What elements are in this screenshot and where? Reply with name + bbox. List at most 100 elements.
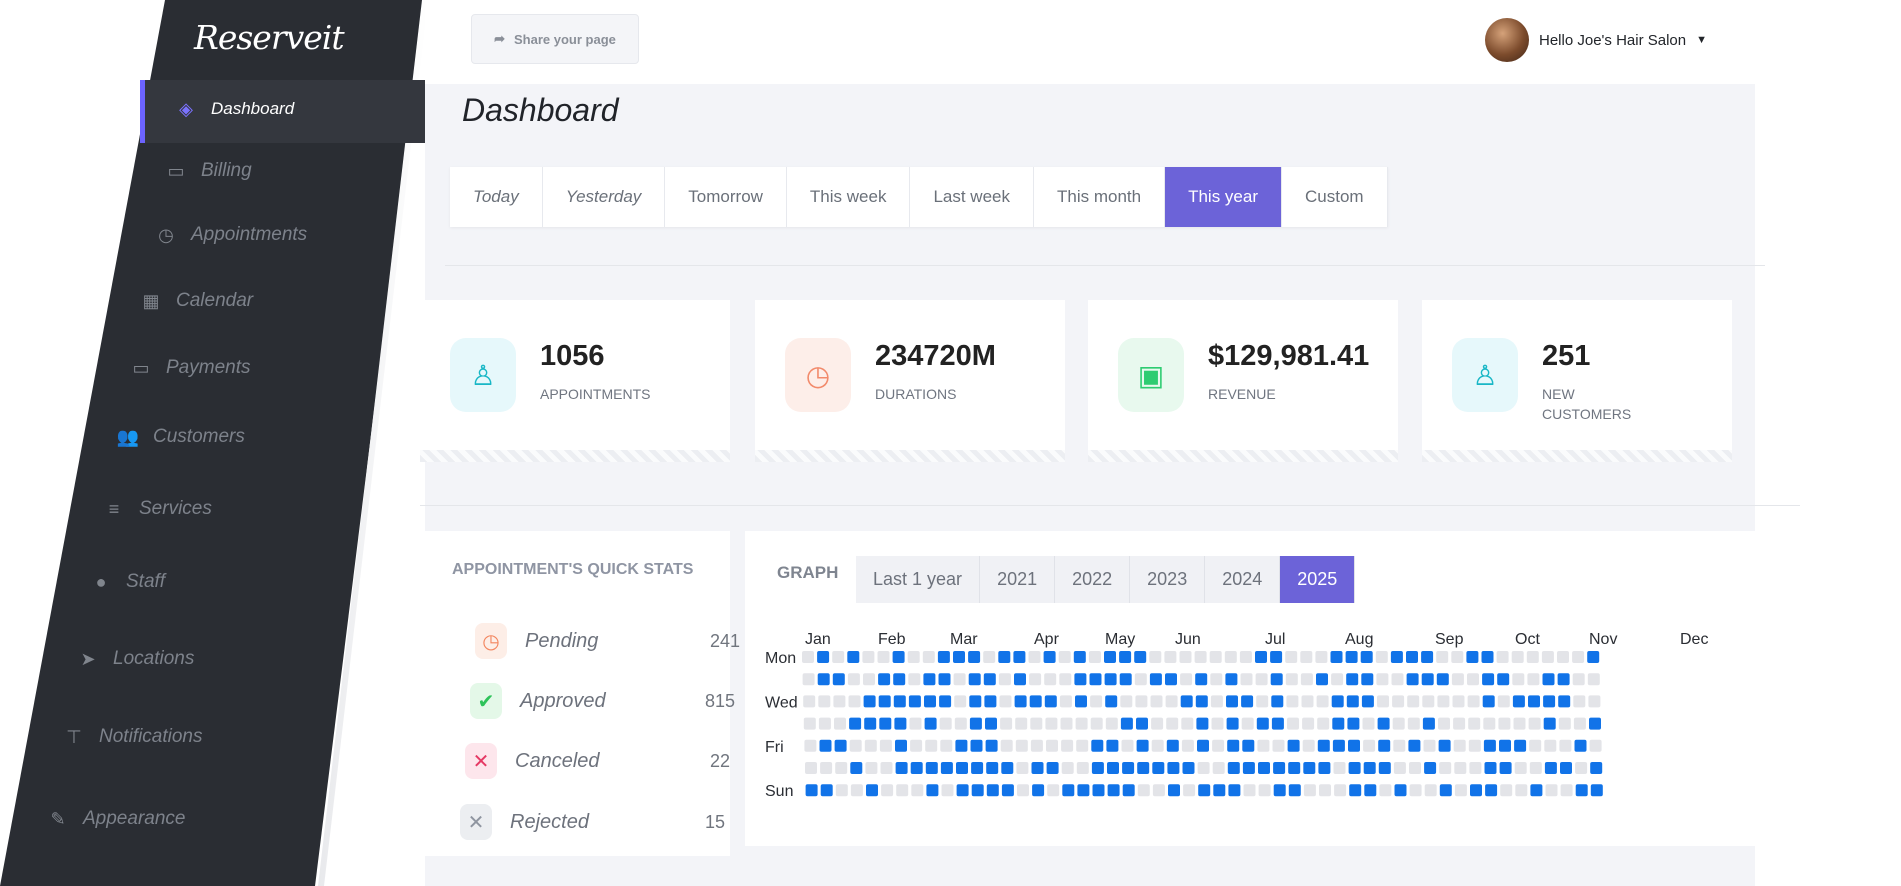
heatmap-cell bbox=[1212, 739, 1225, 752]
avatar[interactable] bbox=[1485, 18, 1529, 62]
clock-icon: ◷ bbox=[475, 623, 507, 659]
heatmap-cell bbox=[1256, 717, 1269, 730]
tab-yesterday[interactable]: Yesterday bbox=[543, 167, 666, 227]
heatmap-cell bbox=[1331, 673, 1344, 686]
heatmap-cell bbox=[1498, 717, 1511, 730]
tab-last-week[interactable]: Last week bbox=[910, 167, 1034, 227]
year-tab-2022[interactable]: 2022 bbox=[1055, 556, 1131, 603]
month-label: Aug bbox=[1345, 631, 1373, 648]
heatmap-cell bbox=[1409, 784, 1422, 797]
year-tab-2024[interactable]: 2024 bbox=[1205, 556, 1281, 603]
user-menu[interactable]: Hello Joe's Hair Salon ▼ bbox=[1485, 18, 1707, 62]
heatmap-cell bbox=[1211, 717, 1224, 730]
year-tab-last-1-year[interactable]: Last 1 year bbox=[856, 556, 981, 603]
heatmap-cell bbox=[1349, 784, 1362, 797]
sidebar-item-staff[interactable]: ● Staff bbox=[90, 571, 166, 593]
heatmap-cell bbox=[1194, 651, 1207, 663]
heatmap-cell bbox=[1137, 762, 1150, 774]
heatmap-cell bbox=[818, 695, 831, 708]
heatmap-cell bbox=[983, 651, 996, 663]
heatmap-cell bbox=[1451, 673, 1464, 686]
heatmap-cell bbox=[1453, 717, 1466, 730]
heatmap-cell bbox=[1032, 784, 1045, 797]
heatmap-cell bbox=[864, 739, 877, 752]
heatmap-cell bbox=[1438, 739, 1451, 752]
sidebar-item-appearance[interactable]: ✎ Appearance bbox=[47, 808, 185, 830]
stat-label: APPOINTMENTS bbox=[540, 386, 651, 402]
heatmap-cell bbox=[1574, 739, 1587, 752]
heatmap-cell bbox=[1195, 673, 1208, 686]
sidebar-item-payments[interactable]: ▭ Payments bbox=[130, 357, 250, 379]
heatmap-cell bbox=[1089, 673, 1102, 686]
tab-tomorrow[interactable]: Tomorrow bbox=[665, 167, 787, 227]
heatmap-cell bbox=[1075, 695, 1087, 708]
tab-custom[interactable]: Custom bbox=[1282, 167, 1388, 227]
heatmap-cell bbox=[1499, 762, 1512, 774]
quick-stats-card: APPOINTMENT'S QUICK STATS ◷ Pending 241 ✔ Ap… bbox=[380, 531, 740, 856]
tab-today[interactable]: Today bbox=[450, 167, 543, 227]
heatmap-cell bbox=[1422, 695, 1435, 708]
heatmap-cell bbox=[803, 717, 816, 730]
year-tab-2025[interactable]: 2025 bbox=[1280, 556, 1356, 603]
sidebar-item-locations[interactable]: ➤ Locations bbox=[77, 648, 194, 670]
heatmap-cell bbox=[1407, 695, 1420, 708]
heatmap-cell bbox=[847, 651, 860, 663]
heatmap-cell bbox=[832, 651, 845, 663]
sidebar-item-billing[interactable]: ▭ Billing bbox=[165, 160, 251, 182]
heatmap-cell bbox=[983, 673, 996, 686]
quick-stat-pending: ◷ Pending 241 bbox=[475, 623, 740, 659]
heatmap-cell bbox=[1029, 695, 1042, 708]
sidebar-item-services[interactable]: ≡ Services bbox=[103, 498, 212, 520]
heatmap-cell bbox=[1439, 784, 1452, 797]
clock-icon: ◷ bbox=[158, 224, 174, 245]
heatmap-cell bbox=[969, 717, 982, 730]
share-page-button[interactable]: ➦ Share your page bbox=[471, 14, 639, 64]
heatmap-cell bbox=[940, 762, 953, 774]
main-area: ➦ Share your page Hello Joe's Hair Salon… bbox=[380, 0, 1901, 886]
day-label: Wed bbox=[765, 694, 798, 711]
quick-stat-canceled: ✕ Canceled 22 bbox=[465, 743, 730, 779]
heatmap-cell bbox=[1406, 673, 1419, 686]
app-logo[interactable]: Reserveit bbox=[194, 18, 345, 57]
quick-stat-label: Approved bbox=[520, 689, 606, 712]
heatmap-cell bbox=[1469, 762, 1482, 774]
heatmap-cell bbox=[1270, 651, 1283, 663]
year-tab-2021[interactable]: 2021 bbox=[980, 556, 1056, 603]
heatmap-cell bbox=[1090, 695, 1103, 708]
check-icon: ✔ bbox=[470, 683, 502, 719]
heatmap-cell bbox=[878, 673, 891, 686]
sidebar-item-customers[interactable]: 👥 Customers bbox=[117, 426, 245, 448]
heatmap-cell bbox=[956, 784, 969, 797]
heatmap-cell bbox=[1287, 739, 1300, 752]
tab-this-week[interactable]: This week bbox=[787, 167, 911, 227]
heatmap-cell bbox=[968, 673, 981, 686]
sidebar-item-dashboard[interactable]: ◈ Dashboard bbox=[175, 98, 294, 120]
tab-this-month[interactable]: This month bbox=[1034, 167, 1166, 227]
user-greeting: Hello Joe's Hair Salon bbox=[1539, 31, 1687, 49]
heatmap-cell bbox=[941, 784, 954, 797]
heatmap-cell bbox=[1333, 762, 1346, 774]
heatmap-cell bbox=[923, 673, 936, 686]
sidebar-item-appointments[interactable]: ◷ Appointments bbox=[155, 224, 307, 246]
heatmap-cell bbox=[1424, 762, 1437, 774]
sidebar-item-notifications[interactable]: ⊤ Notifications bbox=[63, 726, 203, 748]
heatmap-cell bbox=[1058, 651, 1071, 663]
heatmap-cell bbox=[986, 784, 999, 797]
heatmap-cell bbox=[1467, 695, 1480, 708]
month-label: Jul bbox=[1265, 631, 1285, 648]
sidebar-item-calendar[interactable]: ▦ Calendar bbox=[140, 290, 253, 312]
heatmap-cell bbox=[1468, 717, 1481, 730]
tab-this-year[interactable]: This year bbox=[1165, 167, 1283, 227]
heatmap-cell bbox=[834, 739, 847, 752]
heatmap-cell bbox=[925, 762, 938, 774]
heatmap-cell bbox=[1134, 651, 1147, 663]
heatmap-cell bbox=[1136, 739, 1149, 752]
sidebar-item-label: Notifications bbox=[99, 726, 203, 747]
month-label: Jun bbox=[1175, 631, 1201, 648]
heatmap-cell bbox=[819, 739, 832, 752]
stat-value: 1056 bbox=[540, 340, 605, 372]
heatmap-cell bbox=[1346, 695, 1359, 708]
year-tab-2023[interactable]: 2023 bbox=[1130, 556, 1206, 603]
heatmap-cell bbox=[908, 673, 921, 686]
heatmap-cell bbox=[1393, 762, 1406, 774]
